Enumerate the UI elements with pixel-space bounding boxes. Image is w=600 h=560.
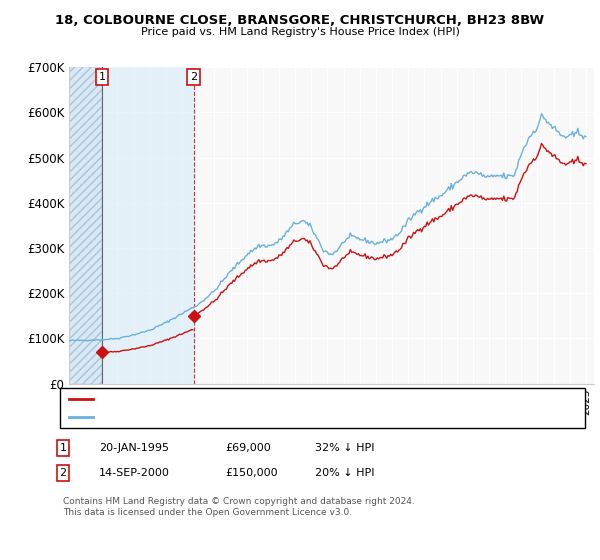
- Text: 18, COLBOURNE CLOSE, BRANSGORE, CHRISTCHURCH, BH23 8BW (detached house): 18, COLBOURNE CLOSE, BRANSGORE, CHRISTCH…: [97, 394, 511, 404]
- Text: 1: 1: [98, 72, 106, 82]
- Text: £150,000: £150,000: [225, 468, 278, 478]
- Text: £69,000: £69,000: [225, 443, 271, 453]
- Text: 1: 1: [59, 443, 67, 453]
- Text: 18, COLBOURNE CLOSE, BRANSGORE, CHRISTCHURCH, BH23 8BW: 18, COLBOURNE CLOSE, BRANSGORE, CHRISTCH…: [55, 14, 545, 27]
- Text: 2: 2: [59, 468, 67, 478]
- Text: 14-SEP-2000: 14-SEP-2000: [99, 468, 170, 478]
- Bar: [69, 67, 102, 384]
- Text: 20-JAN-1995: 20-JAN-1995: [99, 443, 169, 453]
- Text: Price paid vs. HM Land Registry's House Price Index (HPI): Price paid vs. HM Land Registry's House …: [140, 27, 460, 37]
- Bar: [102, 67, 194, 384]
- Text: 2: 2: [190, 72, 197, 82]
- Text: Contains HM Land Registry data © Crown copyright and database right 2024.
This d: Contains HM Land Registry data © Crown c…: [63, 497, 415, 517]
- Text: 20% ↓ HPI: 20% ↓ HPI: [315, 468, 374, 478]
- Text: 32% ↓ HPI: 32% ↓ HPI: [315, 443, 374, 453]
- Text: HPI: Average price, detached house, New Forest: HPI: Average price, detached house, New …: [97, 412, 332, 422]
